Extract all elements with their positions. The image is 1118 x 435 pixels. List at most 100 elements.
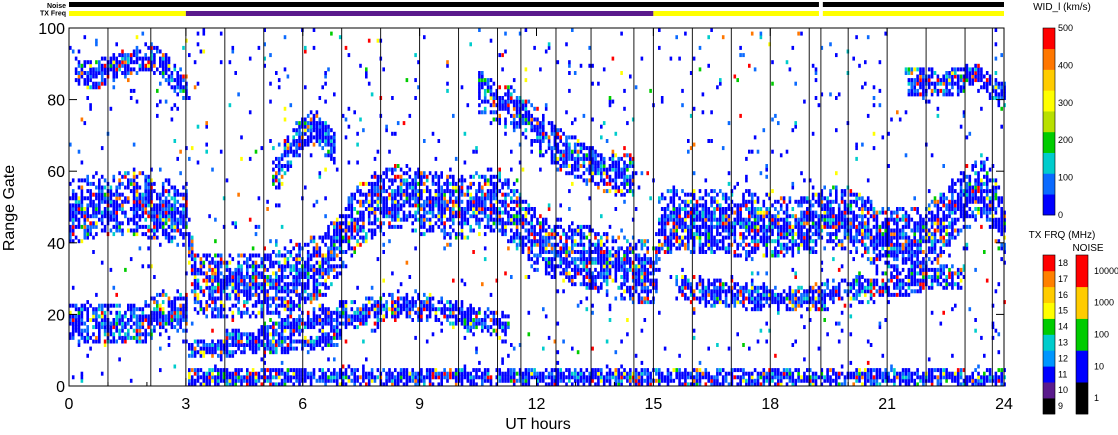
heatmap-cell [512,207,516,211]
heatmap-cell [611,264,615,269]
heatmap-cell [211,285,214,290]
heatmap-cell [385,203,388,208]
heatmap-cell [312,113,316,118]
heatmap-cell [144,178,147,183]
heatmap-cell [182,235,185,240]
heatmap-cell [460,185,464,190]
heatmap-cell [147,60,150,65]
noise-bar-label: Noise [47,3,66,10]
heatmap-cell [402,203,406,208]
heatmap-cell [614,239,618,244]
heatmap-cell [527,228,531,233]
heatmap-cell [536,253,539,258]
heatmap-cell [573,260,577,265]
heatmap-cell [568,156,571,161]
heatmap-cell [289,335,293,340]
heatmap-cell [623,185,626,190]
heatmap-cell [542,121,545,126]
heatmap-cell [324,139,327,143]
heatmap-cell [498,99,501,104]
heatmap-cell [553,246,557,251]
heatmap-cell [83,335,87,340]
heatmap-cell [295,257,298,262]
heatmap-cell [231,371,235,376]
heatmap-cell [292,139,295,143]
heatmap-cell [292,267,295,272]
heatmap-cell [98,307,101,312]
heatmap-cell [483,181,487,186]
heatmap-cell [225,346,229,351]
heatmap-cell [167,296,171,301]
heatmap-cell [483,81,487,86]
heatmap-cell [626,260,629,265]
heatmap-cell [135,207,139,211]
heatmap-cell [591,171,594,176]
heatmap-cell [251,375,255,380]
heatmap-cell [489,378,493,383]
heatmap-cell [277,267,281,272]
heatmap-cell [164,228,168,233]
heatmap-cell [571,164,574,168]
heatmap-cell [77,332,81,337]
heatmap-cell [309,371,313,376]
heatmap-cell [280,382,284,387]
heatmap-cell [530,250,533,254]
heatmap-cell [129,56,133,61]
heatmap-cell [251,346,255,351]
heatmap-cell [251,278,255,283]
heatmap-cell [434,189,438,194]
heatmap-cell [582,164,586,168]
heatmap-cell [605,267,609,272]
heatmap-cell [179,307,182,312]
heatmap-cell [170,74,174,79]
heatmap-cell [396,174,400,179]
heatmap-cell [257,275,261,279]
heatmap-cell [388,307,391,312]
heatmap-cell [246,285,249,290]
heatmap-cell [550,267,554,272]
heatmap-cell [312,267,316,272]
heatmap-cell [565,164,568,168]
heatmap-cell [478,74,481,79]
heatmap-cell [283,285,287,290]
heatmap-cell [475,350,478,355]
heatmap-cell [547,375,551,380]
heatmap-cell [483,371,487,376]
heatmap-cell [553,139,557,143]
heatmap-cell [504,196,507,201]
heatmap-cell [565,146,568,151]
heatmap-cell [280,371,284,376]
heatmap-cell [602,178,606,183]
heatmap-cell [202,292,206,297]
heatmap-cell [579,239,583,244]
heatmap-cell [588,153,591,158]
heatmap-cell [124,67,127,72]
heatmap-cell [501,371,504,376]
heatmap-cell [571,282,574,287]
heatmap-cell [611,371,615,376]
heatmap-cell [92,210,95,215]
heatmap-cell [428,217,432,222]
heatmap-cell [333,343,336,347]
heatmap-cell [129,178,133,183]
heatmap-cell [205,343,208,347]
heatmap-cell [376,207,380,211]
heatmap-cell [356,239,359,244]
heatmap-cell [553,142,557,147]
heatmap-cell [344,250,348,254]
heatmap-cell [576,156,580,161]
heatmap-cell [103,196,107,201]
heatmap-cell [408,378,412,383]
heatmap-cell [359,199,362,204]
heatmap-cell [620,267,623,272]
heatmap-cell [452,210,455,215]
heatmap-cell [167,300,171,305]
heatmap-cell [176,228,179,233]
heatmap-cell [547,264,551,269]
heatmap-cell [185,296,188,301]
heatmap-cell [275,332,278,337]
heatmap-cell [286,289,290,294]
heatmap-cell [231,353,235,358]
heatmap-cell [144,203,147,208]
heatmap-cell [202,49,206,54]
